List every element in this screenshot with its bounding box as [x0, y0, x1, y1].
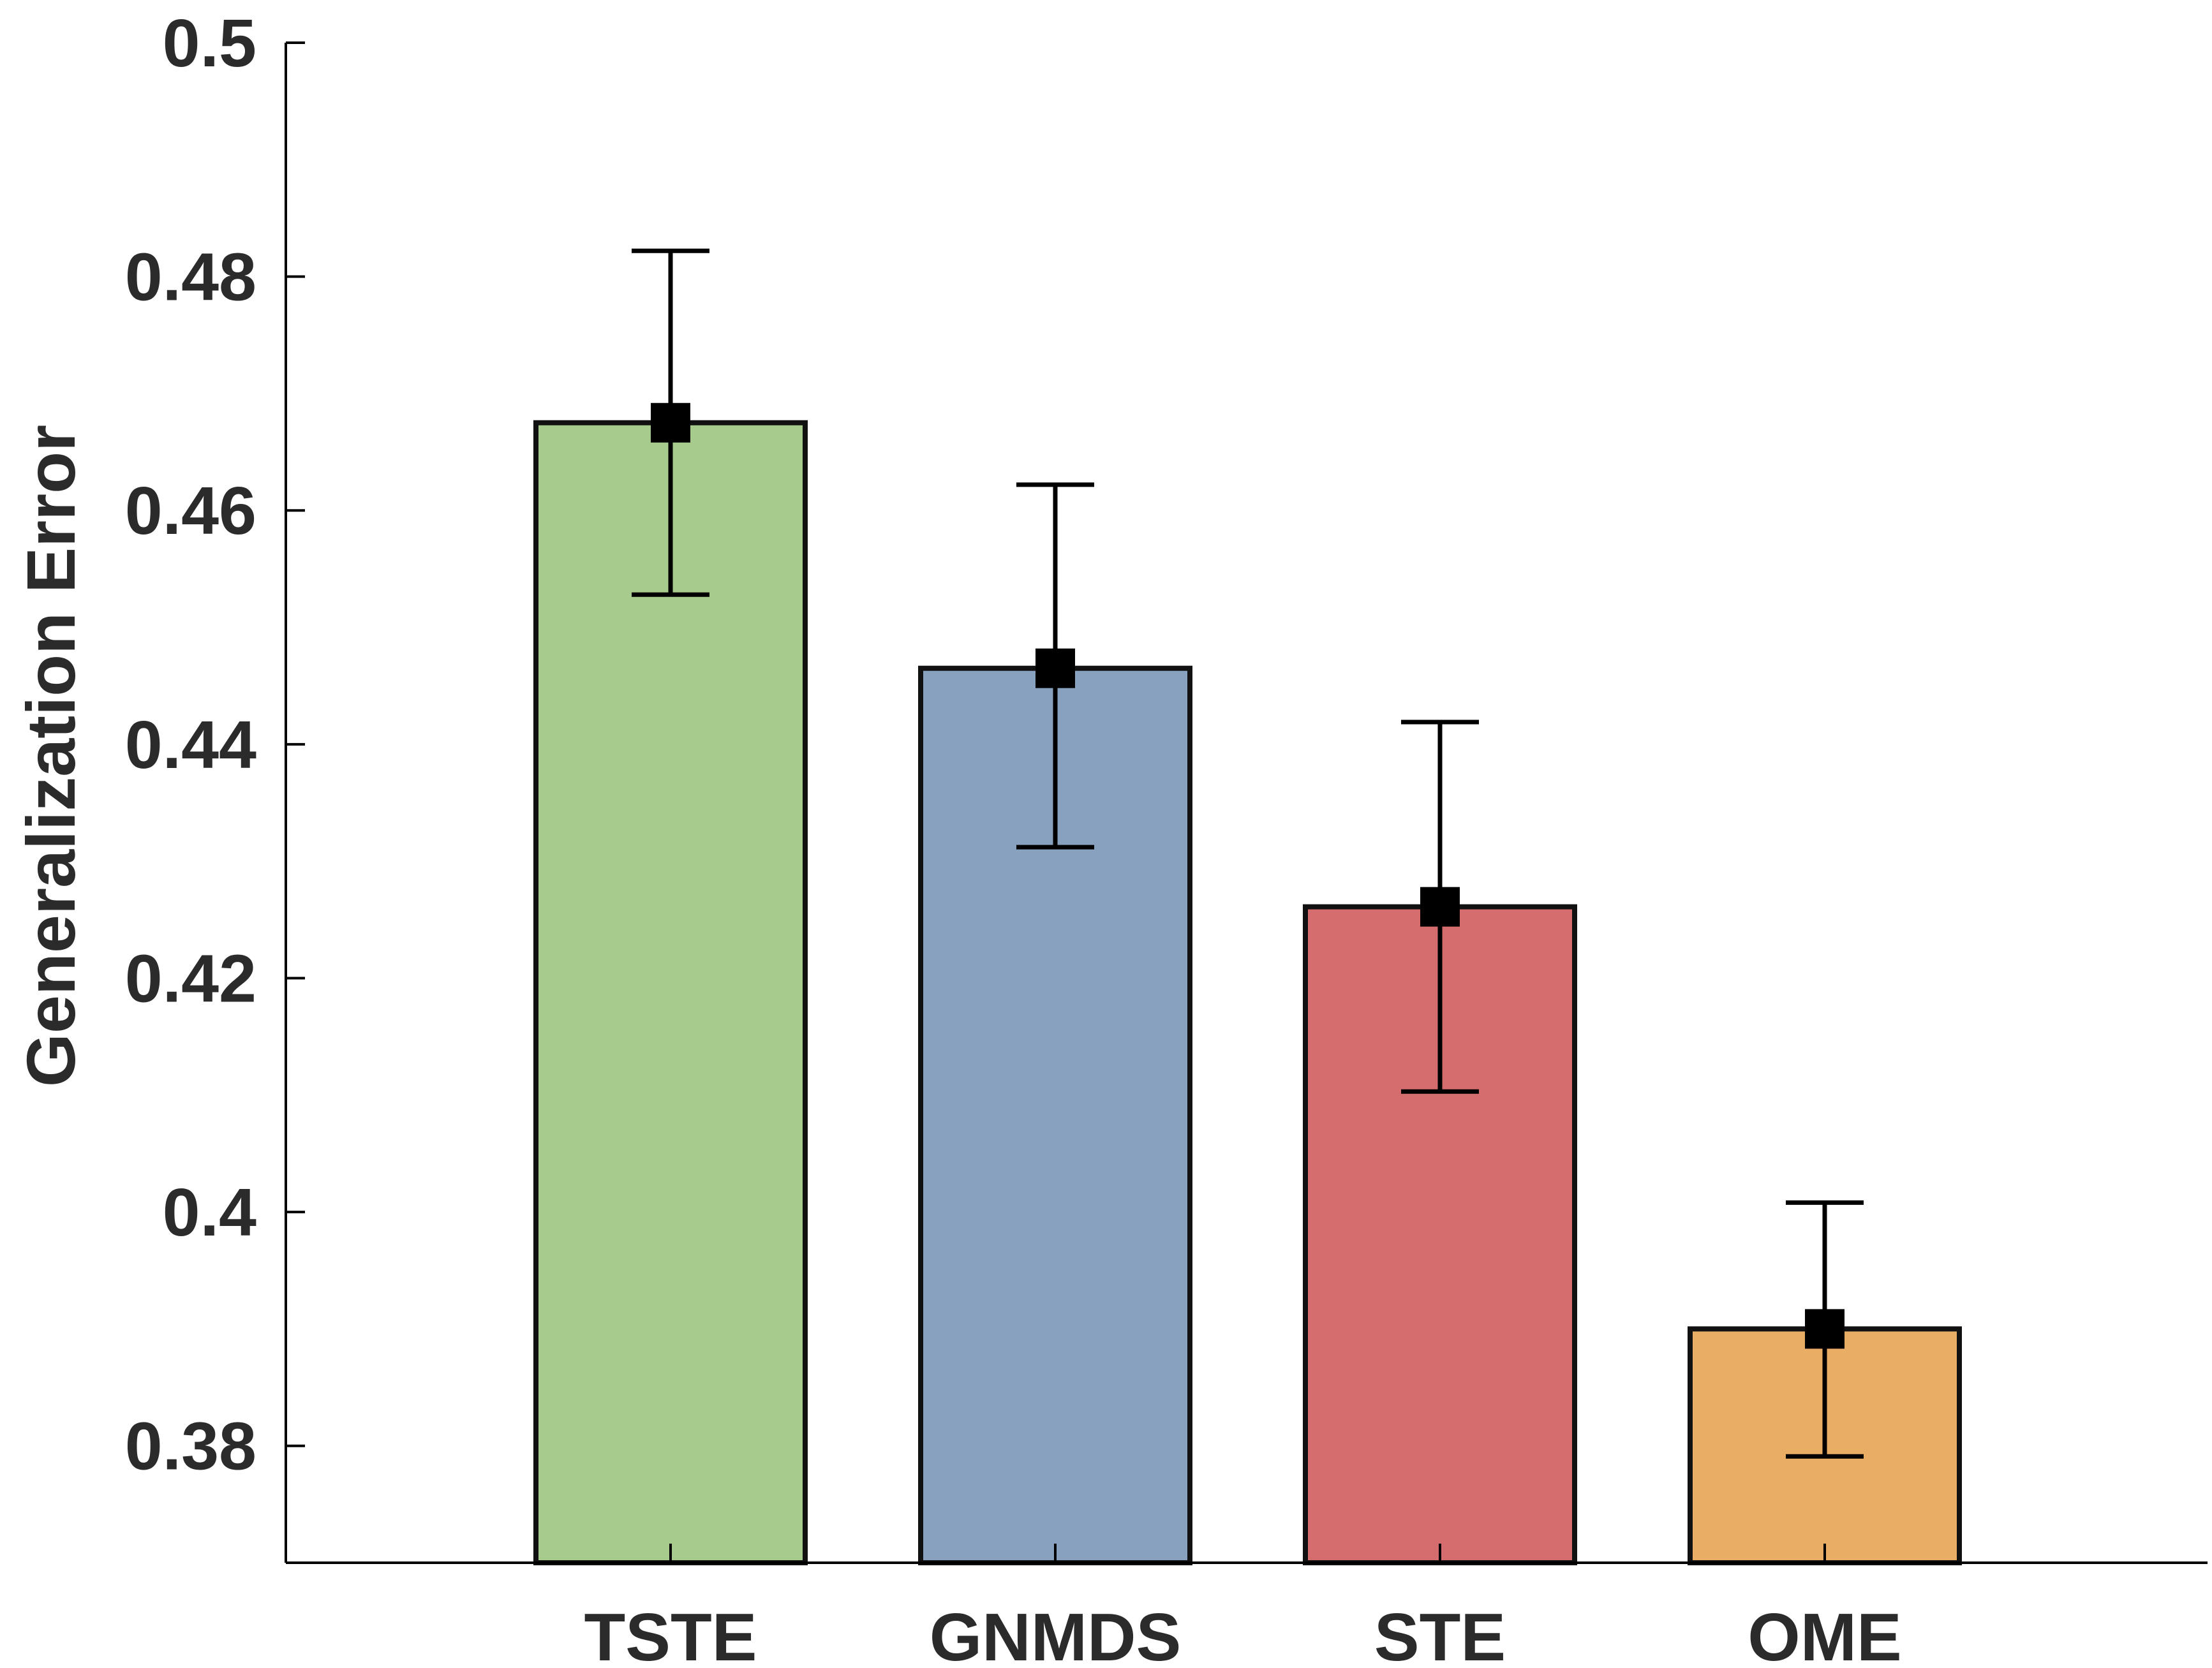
mean-marker-gnmds	[1035, 648, 1075, 688]
y-tick-label: 0.44	[125, 707, 256, 783]
x-category-label: STE	[1374, 1600, 1506, 1668]
error-bars-layer	[632, 248, 1864, 1459]
y-tick-label: 0.4	[163, 1175, 256, 1250]
bar-tste	[533, 420, 808, 1565]
y-ticks-layer: 0.38 0.4 0.42 0.44 0.46 0.48 0.5	[125, 6, 305, 1484]
x-category-label: OME	[1748, 1600, 1901, 1668]
x-labels-layer: TSTE GNMDS STE OME	[584, 1544, 1902, 1668]
y-tick-label: 0.5	[163, 6, 256, 81]
mean-marker-ome	[1805, 1309, 1845, 1349]
mean-marker-ste	[1420, 887, 1460, 927]
x-category-label: GNMDS	[930, 1600, 1182, 1668]
x-category-label: TSTE	[584, 1600, 757, 1668]
y-tick-label: 0.42	[125, 941, 256, 1016]
mean-marker-tste	[651, 402, 690, 443]
y-tick-label: 0.46	[125, 473, 256, 549]
y-axis-title: Generalization Error	[12, 425, 89, 1087]
y-tick-label: 0.38	[125, 1409, 256, 1484]
y-tick-label: 0.48	[125, 240, 256, 315]
axes-layer	[285, 43, 2208, 1564]
